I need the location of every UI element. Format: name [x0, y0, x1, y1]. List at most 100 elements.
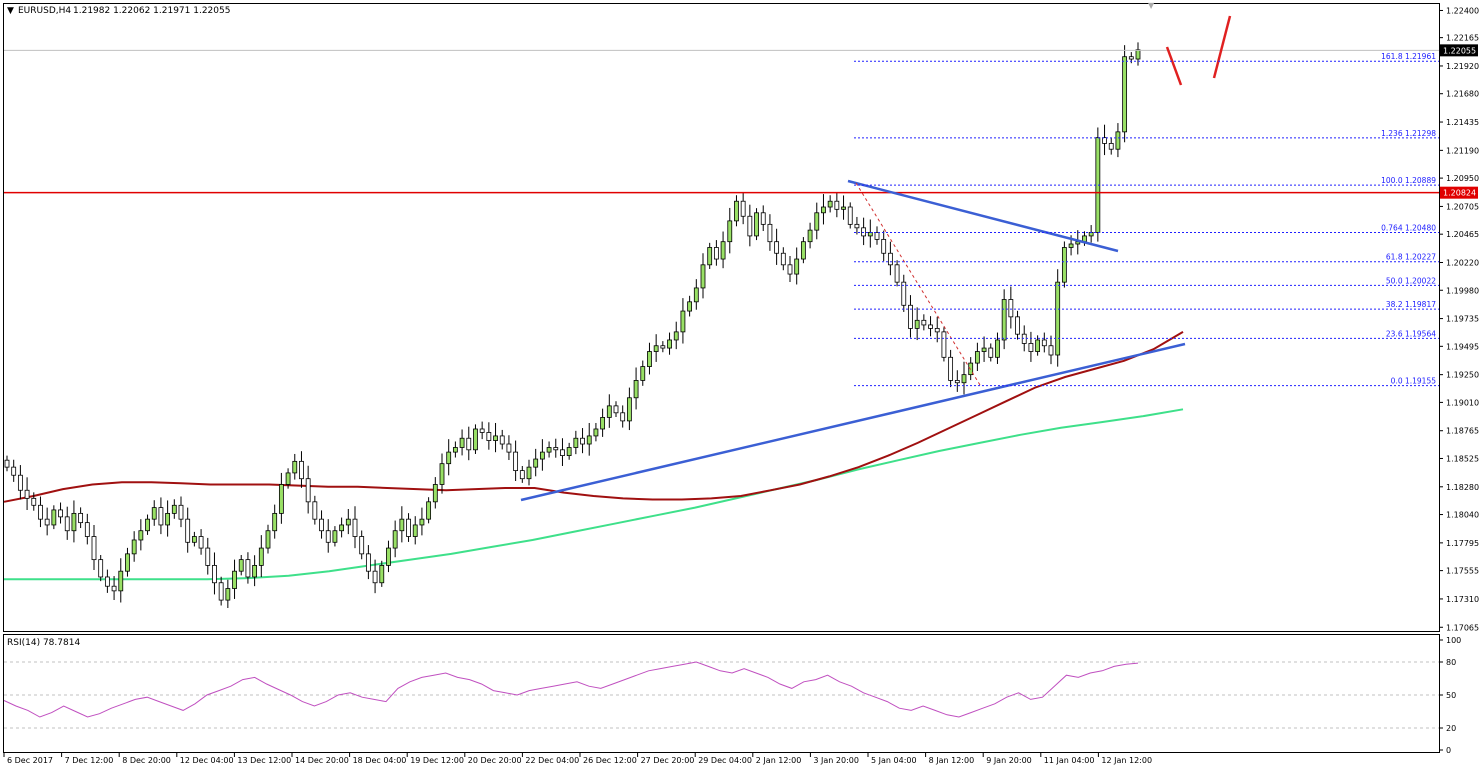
bull-candle [667, 339, 672, 349]
price-axis-tick-label: 1.20950 [1446, 174, 1479, 183]
bull-candle [292, 460, 298, 474]
rsi-axis-tick-label: 20 [1446, 724, 1456, 733]
bear-candle [38, 504, 43, 520]
candles-layer [4, 42, 1141, 609]
rsi-axis-tick-label: 50 [1446, 691, 1456, 700]
time-axis-tick-label: 26 Dec 12:00 [583, 756, 637, 765]
bear-candle [740, 200, 746, 217]
bear-candle [901, 281, 907, 306]
price-axis-tick-label: 1.20220 [1446, 259, 1479, 268]
bear-candle [111, 585, 117, 592]
bull-candle [1068, 243, 1074, 248]
time-axis-tick-label: 22 Dec 04:00 [525, 756, 579, 765]
bull-candle [727, 220, 733, 243]
rsi-plot-frame [3, 634, 1440, 753]
time-axis-tick-label: 14 Dec 20:00 [295, 756, 349, 765]
fib-level-label: 1.236 1.21298 [1381, 129, 1436, 138]
bear-candle [774, 241, 780, 254]
price-axis-tick-label: 1.19735 [1446, 315, 1479, 324]
bull-candle [278, 484, 284, 514]
bull-candle [332, 530, 338, 543]
bull-candle [1122, 56, 1128, 133]
bull-candle [995, 339, 1000, 358]
bear-candle [305, 478, 311, 503]
bear-candle [91, 536, 97, 561]
rsi-axis-tick-label: 80 [1446, 658, 1456, 667]
bear-candle [1041, 339, 1047, 347]
bear-candle [1102, 137, 1107, 144]
bull-candle [968, 362, 974, 376]
fib-level-label: 0.0 1.19155 [1391, 377, 1437, 386]
bull-candle [981, 347, 987, 352]
time-axis-tick-label: 12 Dec 04:00 [180, 756, 234, 765]
bull-candle [165, 512, 171, 526]
bear-candle [479, 428, 485, 433]
bull-candle [145, 518, 150, 532]
bull-candle [734, 200, 739, 222]
bull-candle [412, 524, 418, 537]
bull-candle [1001, 299, 1007, 341]
fib-level-label: 61.8 1.20227 [1386, 253, 1436, 262]
bear-candle [928, 324, 933, 329]
bull-candle [419, 518, 425, 526]
bull-candle [914, 319, 920, 329]
price-axis-tick-label: 1.17065 [1446, 623, 1479, 632]
bear-candle [854, 223, 860, 229]
bull-candle [814, 212, 820, 231]
bull-candle [633, 380, 639, 399]
bull-candle [131, 539, 137, 555]
bear-candle [1028, 343, 1034, 352]
bear-candle [178, 504, 184, 520]
down-arrow-stroke [1165, 46, 1183, 86]
bull-candle [51, 509, 57, 526]
rsi-axis-tick-label: 0 [1446, 746, 1451, 755]
bull-candle [252, 565, 258, 578]
price-axis-tick-label: 1.18765 [1446, 427, 1479, 436]
bear-candle [506, 443, 512, 453]
time-axis-tick-label: 7 Dec 12:00 [65, 756, 114, 765]
bear-candle [1128, 56, 1134, 60]
bear-candle [312, 501, 318, 520]
bull-candle [1055, 281, 1061, 356]
bull-candle [1035, 339, 1041, 352]
bull-candle [573, 437, 579, 448]
bull-candle [125, 553, 130, 572]
bear-candle [767, 223, 773, 243]
fib-level-label: 0.764 1.20480 [1381, 223, 1436, 232]
price-axis-tick-label: 1.20465 [1446, 230, 1479, 239]
bull-candle [272, 512, 278, 532]
bull-candle [526, 466, 532, 480]
resistance-price-tag [1440, 186, 1478, 199]
bull-candle [493, 435, 498, 441]
bull-candle [232, 570, 237, 589]
bear-candle [24, 489, 30, 499]
time-axis-tick-label: 6 Dec 2017 [7, 756, 53, 765]
bull-candle [546, 447, 552, 453]
bear-candle [881, 238, 887, 254]
chart-ohlc-label: 1.21982 1.22062 1.21971 1.22055 [73, 6, 230, 16]
bull-candle [265, 530, 271, 549]
bear-candle [861, 227, 867, 237]
bear-candle [499, 435, 505, 445]
price-axis-tick-label: 1.22165 [1446, 34, 1479, 43]
bear-candle [486, 432, 492, 441]
price-axis-tick-label: 1.19980 [1446, 286, 1479, 295]
bull-candle [118, 570, 124, 592]
bull-candle [386, 547, 391, 566]
bear-candle [17, 474, 23, 491]
bear-candle [352, 518, 358, 537]
bull-candle [339, 524, 345, 532]
bear-candle [1048, 345, 1054, 356]
time-axis-tick-label: 8 Jan 12:00 [929, 756, 975, 765]
price-axis-tick-label: 1.18040 [1446, 511, 1479, 520]
bull-candle [285, 472, 291, 485]
bull-candle [258, 547, 264, 566]
bull-candle [800, 241, 806, 260]
price-axis-tick-label: 1.20705 [1446, 202, 1479, 211]
price-axis-tick-label: 1.17310 [1446, 595, 1479, 604]
rsi-header-label: RSI(14) 78.7814 [7, 638, 80, 648]
bear-candle [319, 518, 324, 532]
fib-level-label: 23.6 1.19564 [1386, 329, 1436, 338]
bear-candle [212, 565, 217, 584]
bear-candle [78, 512, 84, 524]
